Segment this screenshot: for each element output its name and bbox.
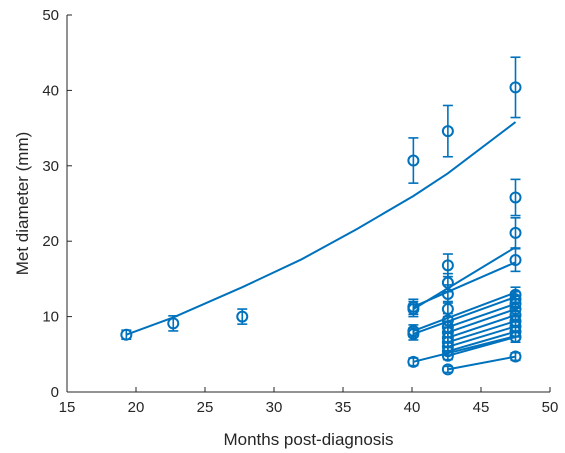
fit-line bbox=[412, 246, 517, 310]
fit-line bbox=[447, 325, 516, 348]
data-point bbox=[407, 355, 420, 368]
fit-line bbox=[447, 336, 516, 357]
fit-line bbox=[447, 355, 516, 371]
x-tick-label: 50 bbox=[542, 399, 559, 416]
data-point bbox=[441, 349, 454, 362]
data-point bbox=[407, 303, 420, 316]
x-tick-label: 30 bbox=[266, 399, 283, 416]
data-point bbox=[407, 154, 420, 167]
data-point bbox=[509, 81, 522, 94]
data-point bbox=[120, 328, 133, 341]
axes: 15 20 25 30 35 40 45 50 0 10 20 30 40 50 bbox=[42, 7, 558, 416]
x-tick-label: 45 bbox=[473, 399, 490, 416]
data-point bbox=[407, 327, 420, 340]
fit-line bbox=[447, 330, 516, 353]
data-point bbox=[509, 226, 522, 239]
data-point bbox=[509, 330, 522, 343]
y-tick-label: 40 bbox=[42, 82, 59, 99]
data-point bbox=[441, 363, 454, 376]
y-tick-label: 20 bbox=[42, 233, 59, 250]
y-axis-label: Met diameter (mm) bbox=[13, 132, 32, 276]
fit-line bbox=[413, 296, 516, 335]
fit-line bbox=[413, 335, 516, 363]
fit-line bbox=[447, 302, 516, 329]
data-point bbox=[509, 254, 522, 267]
fit-line bbox=[447, 314, 516, 339]
fit-line bbox=[447, 308, 516, 334]
x-tick-label: 40 bbox=[404, 399, 421, 416]
fit-line bbox=[447, 320, 516, 344]
x-axis-label: Months post-diagnosis bbox=[223, 430, 393, 449]
y-tick-label: 0 bbox=[51, 384, 59, 401]
x-tick-label: 15 bbox=[59, 399, 76, 416]
x-tick-label: 35 bbox=[335, 399, 352, 416]
y-tick-label: 30 bbox=[42, 158, 59, 175]
fit-line bbox=[413, 291, 516, 332]
data-point bbox=[441, 287, 454, 300]
data-point bbox=[441, 259, 454, 272]
data-point bbox=[509, 191, 522, 204]
x-tick-label: 25 bbox=[197, 399, 214, 416]
plot-area bbox=[120, 56, 522, 376]
data-point bbox=[509, 350, 522, 363]
fit-line bbox=[125, 121, 517, 336]
data-point bbox=[167, 317, 180, 330]
data-point bbox=[441, 125, 454, 138]
y-tick-label: 10 bbox=[42, 309, 59, 326]
y-tick-label: 50 bbox=[42, 7, 59, 24]
data-point bbox=[236, 310, 249, 323]
x-tick-label: 20 bbox=[128, 399, 145, 416]
